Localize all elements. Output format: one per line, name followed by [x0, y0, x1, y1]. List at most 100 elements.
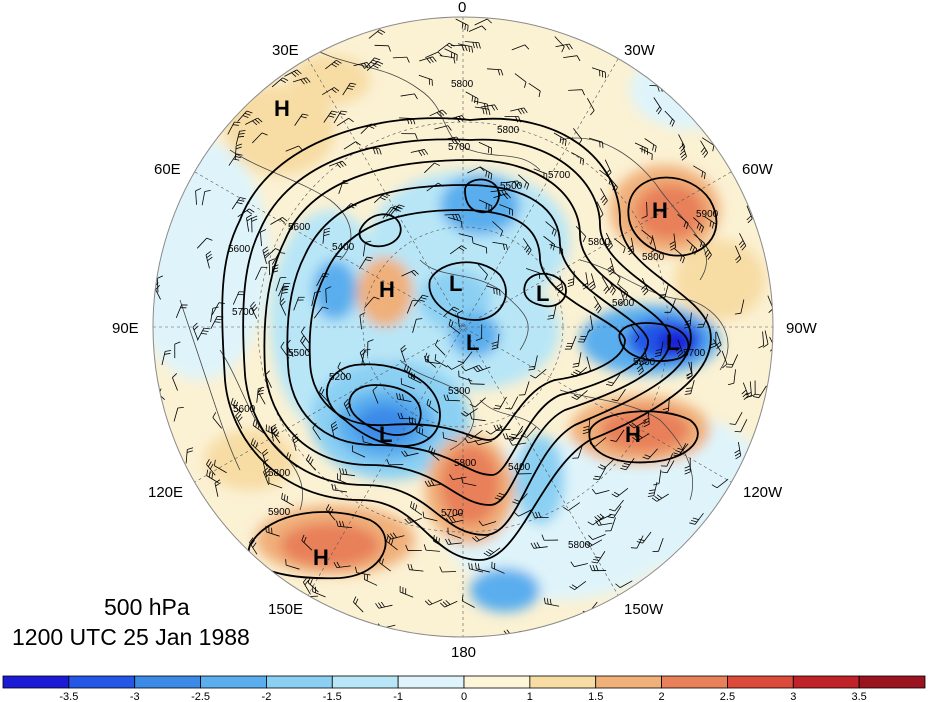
wind-barb	[589, 539, 603, 547]
wind-barb-flag	[641, 361, 648, 366]
wind-barb-flag	[488, 109, 491, 116]
colorbar-box	[200, 675, 267, 689]
wind-barb-flag	[421, 428, 424, 435]
wind-barbs	[153, 18, 773, 636]
wind-barb-flag	[202, 330, 209, 332]
wind-barb-flag	[611, 289, 616, 296]
wind-barb	[574, 581, 587, 590]
wind-barb-flag	[445, 600, 451, 605]
wind-barb	[514, 73, 527, 83]
wind-barb-flag	[280, 79, 286, 83]
wind-barb-flag	[499, 424, 503, 431]
wind-barb-flag	[496, 288, 498, 295]
wind-barb-flag	[484, 274, 488, 281]
wind-barb-flag	[255, 442, 259, 449]
wind-barb-flag	[565, 44, 570, 50]
wind-barb-flag	[397, 412, 401, 419]
wind-barb-flag	[468, 377, 471, 384]
wind-barb	[762, 331, 765, 346]
colorbar-box	[2, 675, 70, 689]
wind-barb	[316, 273, 324, 287]
wind-barb	[689, 312, 692, 327]
wind-barb-flag	[650, 238, 653, 245]
wind-barb-flag	[249, 537, 254, 543]
wind-barb-flag	[414, 133, 418, 140]
wind-barb-flag	[579, 157, 582, 164]
colorbar-tick-label: -2.5	[191, 691, 210, 702]
wind-barb-flag	[461, 22, 464, 29]
wind-barb	[271, 431, 281, 444]
wind-barb-flag	[250, 438, 254, 445]
wind-barb	[677, 214, 689, 224]
wind-barb	[598, 514, 612, 522]
wind-barb-flag	[494, 497, 501, 501]
wind-barb-flag	[623, 247, 626, 254]
wind-barb	[457, 313, 460, 328]
wind-barb	[515, 425, 524, 439]
wind-barb-flag	[322, 306, 329, 310]
wind-barb-flag	[370, 61, 377, 65]
wind-barb	[583, 329, 591, 343]
wind-barb-flag	[662, 407, 669, 411]
wind-barb	[611, 373, 621, 386]
wind-barb-flag	[636, 541, 643, 544]
wind-barb	[610, 267, 621, 279]
wind-barb-flag	[333, 61, 340, 66]
wind-barb-flag	[715, 341, 721, 347]
contour-label: 5800	[451, 79, 474, 90]
wind-barb-flag	[377, 31, 383, 35]
wind-barb-flag	[365, 259, 372, 262]
contour-label: 5500	[500, 181, 523, 192]
wind-barb-flag	[388, 45, 391, 52]
wind-barb-flag	[475, 365, 481, 372]
wind-barb-flag	[525, 247, 530, 253]
contour-label: 5500	[288, 348, 311, 359]
wind-barb-flag	[239, 197, 246, 200]
wind-barb-flag	[399, 393, 401, 400]
wind-barb	[175, 304, 182, 319]
wind-barb-flag	[611, 399, 618, 402]
contour-label: 5600	[228, 244, 251, 255]
wind-barb-flag	[300, 116, 307, 119]
wind-barb-flag	[481, 25, 487, 31]
wind-barb	[257, 391, 266, 405]
wind-barb-flag	[230, 397, 234, 404]
wind-barb-flag	[359, 312, 366, 316]
wind-barb	[573, 270, 575, 285]
wind-barb	[511, 44, 525, 51]
wind-barb-flag	[339, 520, 342, 527]
wind-barb-flag	[581, 89, 585, 96]
wind-barb	[701, 137, 715, 146]
wind-barb-flag	[206, 253, 212, 259]
wind-barb-flag	[286, 495, 289, 502]
wind-barb-flag	[734, 312, 741, 315]
wind-barb-flag	[551, 228, 555, 235]
wind-barb-flag	[643, 423, 650, 428]
wind-barb-flag	[535, 511, 539, 518]
wind-barb-flag	[363, 62, 369, 69]
wind-barb-flag	[342, 521, 345, 528]
colorbar-tick-label: -3.5	[59, 691, 78, 702]
wind-barb-flag	[239, 130, 246, 132]
colorbar-box	[727, 675, 794, 689]
contour-label: 5700	[448, 142, 471, 153]
wind-barb	[195, 190, 197, 205]
wind-barb	[256, 388, 259, 403]
wind-barb-flag	[359, 348, 365, 353]
wind-barb-flag	[301, 338, 306, 344]
colorbar-tick-label: 1.5	[588, 691, 603, 702]
wind-barb-flag	[478, 364, 484, 370]
wind-barb-flag	[671, 120, 675, 127]
wind-barb-flag	[291, 72, 297, 77]
wind-barb-flag	[492, 341, 499, 344]
wind-barb-flag	[591, 488, 597, 495]
wind-barb-flag	[677, 447, 684, 451]
wind-barb-flag	[327, 506, 332, 513]
wind-barb	[231, 197, 241, 210]
wind-barb	[472, 242, 487, 248]
wind-barb-flag	[233, 158, 240, 161]
wind-barb-flag	[562, 138, 564, 145]
wind-barb-flag	[367, 339, 374, 343]
wind-barb	[462, 482, 477, 487]
wind-barb	[292, 77, 307, 83]
